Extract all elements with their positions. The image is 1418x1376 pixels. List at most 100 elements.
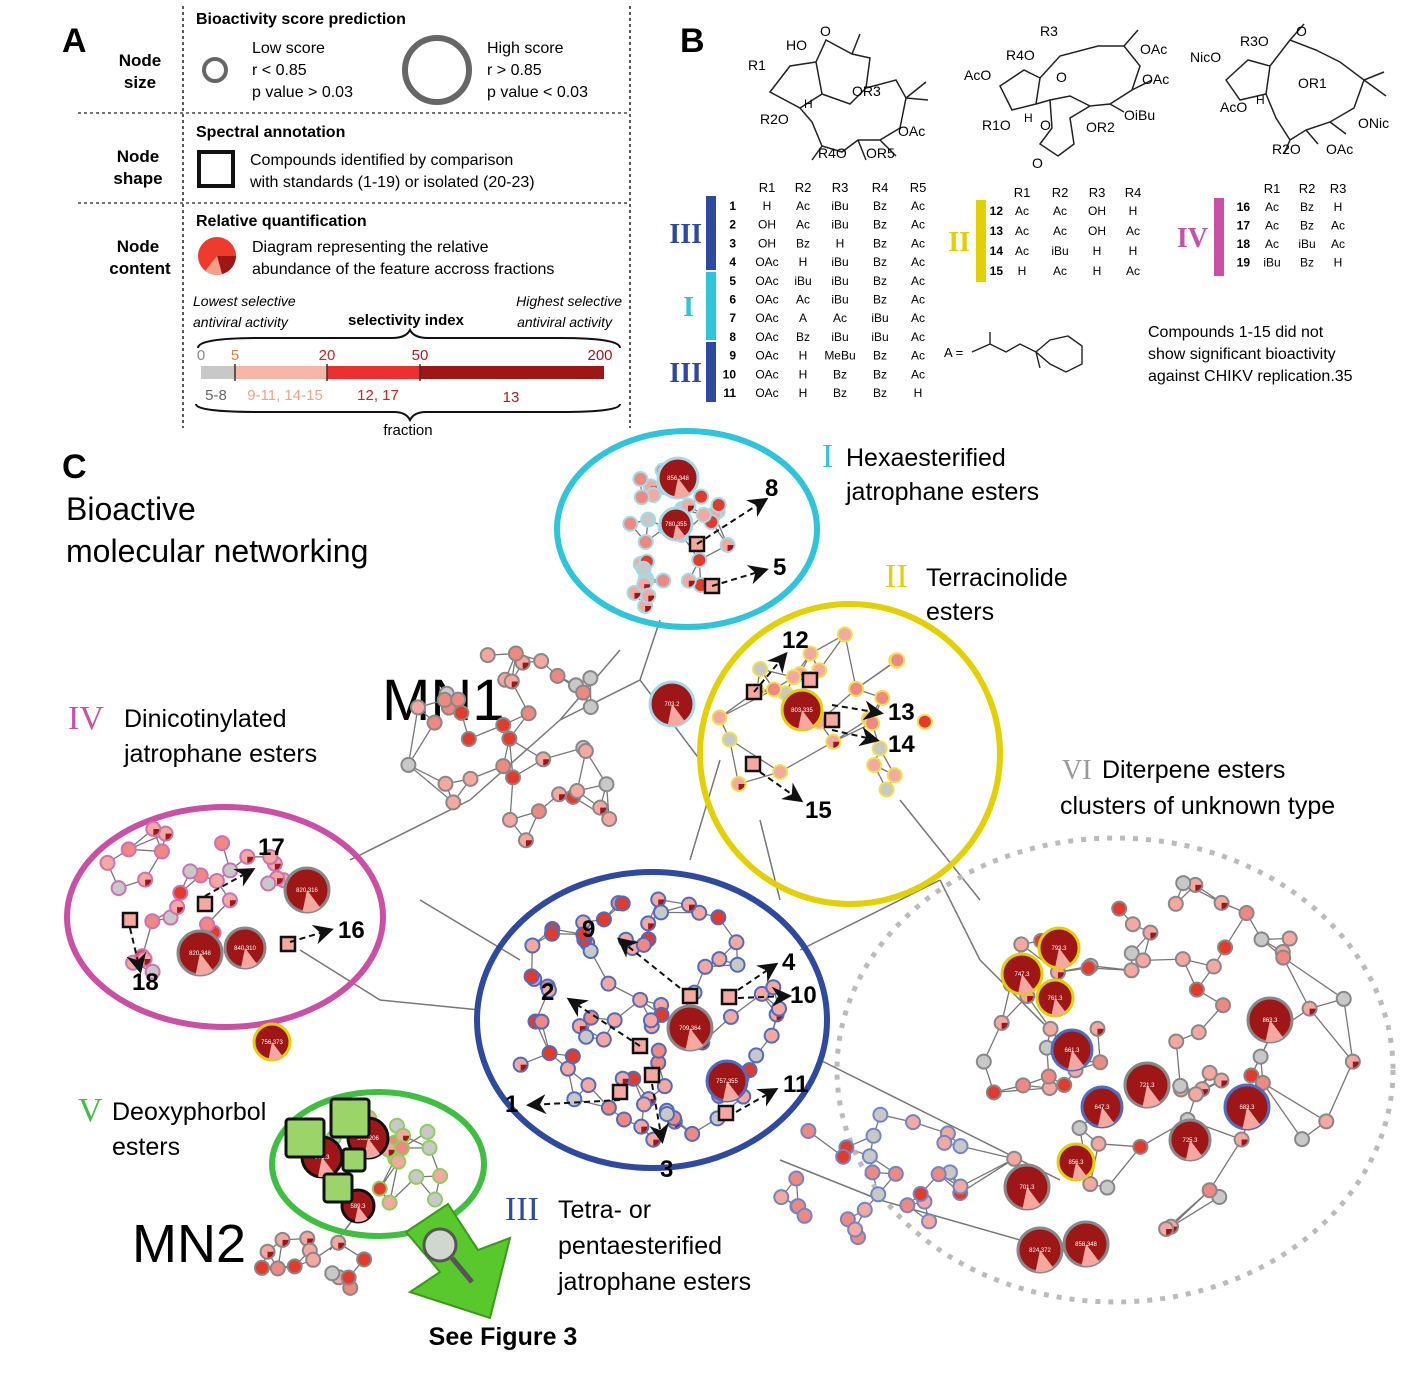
compound-label: 10 <box>790 982 817 1009</box>
table-cell: MeBu <box>824 349 855 363</box>
network-node <box>985 1084 1002 1101</box>
content-text: abundance of the feature accross fractio… <box>252 261 554 278</box>
mn2-label: MN2 <box>132 1214 246 1274</box>
network-node <box>633 489 650 506</box>
annotated-node[interactable] <box>329 1097 371 1139</box>
network-node <box>504 769 521 786</box>
node-mz-label: 647.3 <box>1094 1105 1110 1111</box>
table-cell: OAc <box>755 311 778 325</box>
cluster-name: esters <box>112 1133 180 1161</box>
a-definition: A = <box>944 345 963 360</box>
network-node <box>1187 1086 1204 1103</box>
annotated-node[interactable] <box>284 1117 326 1159</box>
panel-c-title: molecular networking <box>66 533 368 569</box>
network-node <box>208 873 225 890</box>
table-cell: Bz <box>1300 200 1314 214</box>
shape-heading: Spectral annotation <box>196 124 345 141</box>
node-slice <box>1035 1250 1054 1273</box>
cluster-numeral: VI <box>1062 755 1092 786</box>
cluster-name: pentaesterified <box>558 1232 722 1260</box>
annotated-node[interactable] <box>341 1147 367 1173</box>
shape-text: Compounds identified by comparison <box>250 152 513 169</box>
cluster-name: esters <box>926 598 994 626</box>
high-score-title: High score <box>487 40 564 57</box>
annotated-node[interactable] <box>823 711 841 729</box>
table-cell: Ac <box>833 311 847 325</box>
group-bar <box>976 200 986 282</box>
annotated-node[interactable] <box>744 755 762 773</box>
network-node <box>872 1106 889 1123</box>
network-node <box>865 1127 882 1144</box>
annotated-node[interactable] <box>121 911 139 929</box>
node-slice <box>1081 1244 1100 1267</box>
node-mz-label: 793.3 <box>1051 946 1067 952</box>
network-node <box>340 1269 357 1286</box>
see-figure-link[interactable]: See Figure 3 <box>429 1323 578 1351</box>
table-cell: OAc <box>755 386 778 400</box>
annotated-node[interactable] <box>279 935 297 953</box>
table-cell: H <box>799 349 808 363</box>
content-heading: Relative quantification <box>196 213 367 230</box>
network-node <box>878 781 895 798</box>
annotated-node[interactable] <box>720 988 738 1006</box>
struct-label: H <box>804 97 813 111</box>
compound-label: 5 <box>773 554 786 581</box>
network-node <box>710 496 727 513</box>
group-bar <box>706 342 716 402</box>
cluster-iv-outline <box>64 804 386 1030</box>
annotated-node[interactable] <box>801 671 819 689</box>
network-node <box>975 1053 992 1070</box>
node-mz-label: 858.348 <box>1075 1242 1097 1248</box>
annotated-node[interactable] <box>681 987 699 1005</box>
node-slice <box>833 741 840 748</box>
struct-label: AcO <box>1220 99 1247 115</box>
annotated-node[interactable] <box>611 1083 629 1101</box>
node-mz-label: 756.373 <box>261 1040 283 1046</box>
network-node <box>172 884 189 901</box>
network-node <box>286 1258 303 1275</box>
compound-number: 4 <box>729 255 736 269</box>
table-cell: Ac <box>911 311 925 325</box>
compound-number: 8 <box>729 330 736 344</box>
network-node <box>866 756 883 773</box>
network-node <box>848 680 865 697</box>
table-header: R2 <box>1052 185 1069 200</box>
annotated-node[interactable] <box>717 1104 735 1122</box>
row-label: content <box>109 259 171 278</box>
network-node <box>614 895 631 912</box>
table-cell: Bz <box>873 293 887 307</box>
network-node <box>408 1168 425 1185</box>
table-cell: Ac <box>911 236 925 250</box>
node-slice <box>738 783 745 790</box>
scale-tick: 0 <box>197 347 205 364</box>
node-slice <box>364 1138 380 1159</box>
table-cell: Ac <box>796 293 810 307</box>
network-node <box>635 560 652 577</box>
node-slice <box>667 704 686 727</box>
annotated-node[interactable] <box>322 1172 354 1204</box>
table-cell: Bz <box>1300 219 1314 233</box>
annotated-node[interactable] <box>196 895 214 913</box>
group-numeral: II <box>948 227 970 258</box>
struct-label: R3O <box>1240 33 1269 49</box>
network-node <box>199 916 216 933</box>
table-cell: H <box>1093 264 1102 278</box>
table-cell: Ac <box>1265 219 1279 233</box>
network-node <box>426 714 443 731</box>
node-slice <box>674 478 690 499</box>
low-score-p: p value > 0.03 <box>252 84 353 101</box>
network-edge <box>1262 1082 1303 1140</box>
network-node <box>305 1251 322 1268</box>
table-cell: Bz <box>873 255 887 269</box>
network-node <box>796 1207 813 1224</box>
annotated-node[interactable] <box>643 1066 661 1084</box>
table-cell: OAc <box>755 293 778 307</box>
network-node <box>653 904 670 921</box>
network-node <box>952 1178 969 1195</box>
table-cell: Bz <box>796 236 810 250</box>
compound-label: 4 <box>782 949 796 976</box>
node-slice <box>622 1078 629 1085</box>
network-edge <box>559 679 641 721</box>
see-figure-arrow[interactable] <box>404 1202 512 1320</box>
